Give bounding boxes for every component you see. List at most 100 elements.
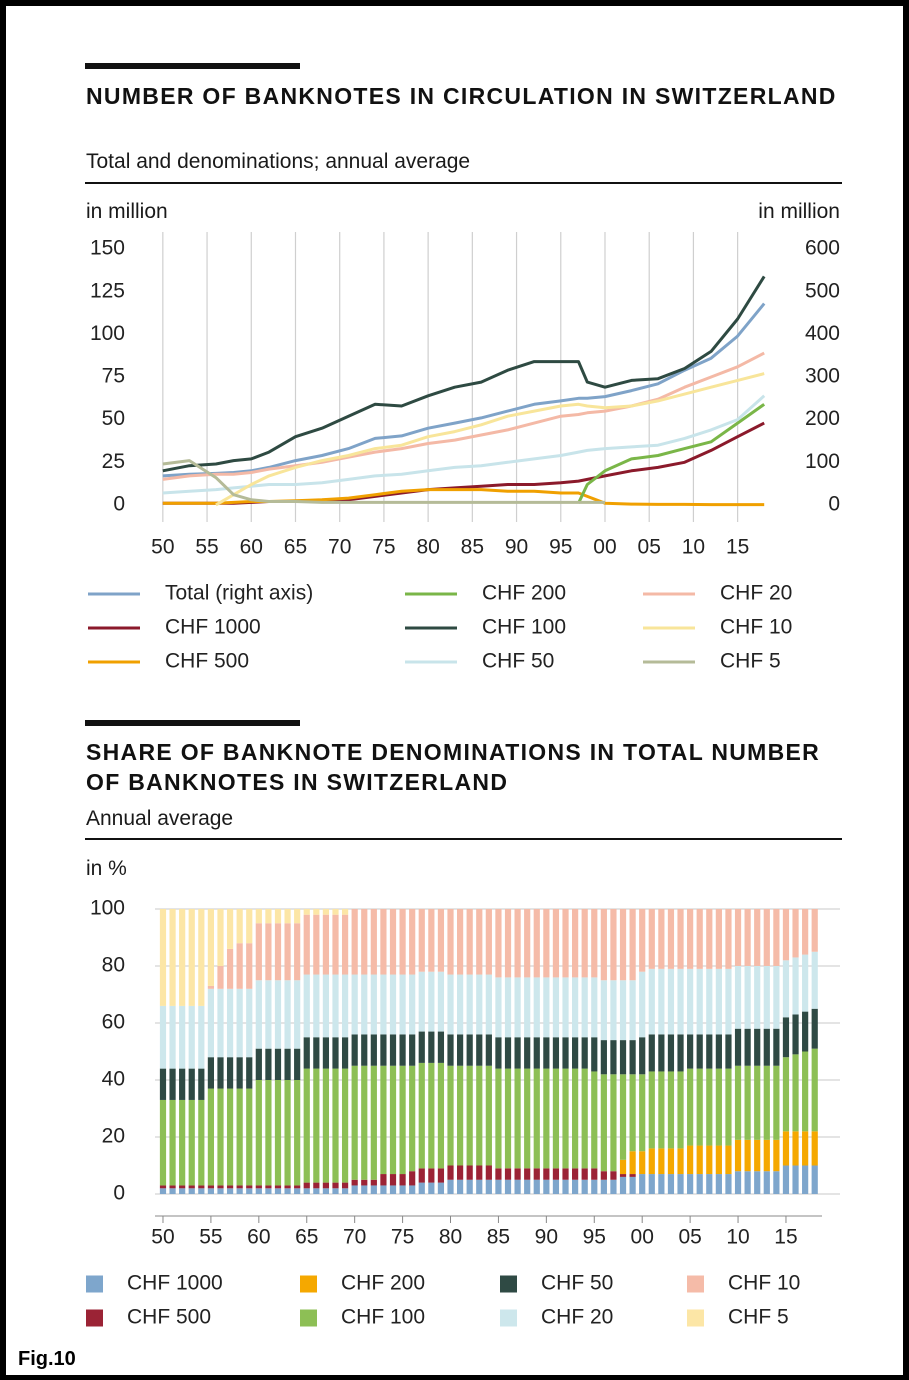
bar-segment: [409, 909, 416, 975]
bar-segment: [648, 968, 655, 1035]
bar-segment: [466, 1065, 473, 1166]
bar-segment: [792, 1014, 799, 1055]
bar-segment: [370, 1179, 377, 1186]
bar-segment: [763, 1028, 770, 1066]
bar-segment: [341, 1182, 349, 1189]
legend-label: CHF 100: [482, 616, 566, 639]
x-tick-label: 55: [199, 1226, 222, 1249]
bar-segment: [811, 909, 818, 952]
x-tick-label: 95: [583, 1226, 606, 1249]
bar-segment: [648, 1174, 655, 1194]
x-tick-label: 65: [295, 1226, 318, 1249]
bar-segment: [303, 1068, 310, 1183]
bar-segment: [792, 1165, 799, 1194]
bar-segment: [524, 909, 531, 978]
bar-segment: [361, 1034, 368, 1066]
bar-segment: [802, 954, 809, 1012]
legend-swatch: [300, 1309, 317, 1327]
bar-segment: [677, 1148, 684, 1175]
bar-segment: [456, 974, 464, 1035]
bar-segment: [811, 1131, 818, 1166]
bar-segment: [236, 909, 243, 944]
bar-segment: [389, 909, 397, 975]
bar-segment: [591, 1179, 598, 1194]
bar-segment: [428, 971, 435, 1032]
bar-segment: [524, 1168, 531, 1180]
bar-segment: [255, 1048, 262, 1080]
x-tick-label: 95: [549, 536, 572, 559]
bar-segment: [715, 1174, 722, 1194]
bar-segment: [294, 1080, 301, 1186]
x-tick-label: 85: [461, 536, 484, 559]
bar-segment: [504, 1168, 512, 1180]
y-tick-label: 75: [102, 365, 125, 388]
bar-segment: [179, 1005, 186, 1069]
bar-segment: [495, 1168, 502, 1180]
bar-segment: [639, 1151, 646, 1175]
legend-label: CHF 500: [165, 650, 249, 673]
bar-segment: [169, 1005, 176, 1069]
x-tick-label: 10: [726, 1226, 749, 1249]
bar-segment: [495, 1037, 502, 1069]
bar-segment: [725, 1174, 732, 1194]
bar-segment: [207, 1088, 215, 1186]
bar-segment: [466, 974, 473, 1035]
bar-segment: [284, 1080, 291, 1186]
bar-segment: [552, 1168, 560, 1180]
legend-label: CHF 5: [728, 1306, 789, 1329]
bar-segment: [572, 977, 579, 1038]
bar-segment: [389, 1174, 397, 1186]
bar-segment: [629, 1176, 636, 1194]
bar-segment: [514, 1179, 521, 1194]
bar-segment: [543, 1168, 550, 1180]
bar-segment: [159, 1068, 167, 1100]
bar-segment: [706, 1068, 713, 1146]
bar-segment: [341, 1037, 349, 1069]
bar-segment: [198, 1188, 205, 1194]
bar-segment: [389, 1034, 397, 1066]
bar-segment: [619, 1040, 627, 1075]
x-tick-label: 00: [631, 1226, 654, 1249]
bar-segment: [313, 1182, 320, 1189]
bar-segment: [619, 1176, 627, 1194]
bar-segment: [198, 1068, 205, 1100]
bar-segment: [658, 1174, 665, 1194]
y-tick-label: 25: [102, 450, 125, 473]
bar-segment: [370, 909, 377, 975]
bar-segment: [543, 1037, 550, 1069]
x-tick-label: 55: [195, 536, 218, 559]
bar-segment: [313, 974, 320, 1038]
bar-segment: [514, 977, 521, 1038]
bar-segment: [179, 1185, 186, 1189]
bar-segment: [332, 1037, 339, 1069]
bar-segment: [485, 1179, 492, 1194]
bar-segment: [639, 909, 646, 972]
bar-segment: [706, 1145, 713, 1175]
bar-segment: [552, 1179, 560, 1194]
bar-segment: [332, 914, 339, 975]
bar-segment: [782, 960, 790, 1018]
bar-segment: [581, 1037, 588, 1069]
bar-segment: [476, 1034, 483, 1066]
bar-segment: [524, 977, 531, 1038]
bar-segment: [533, 1179, 540, 1194]
bar-segment: [533, 909, 540, 978]
bar-segment: [744, 1028, 751, 1066]
bar-segment: [428, 1182, 435, 1194]
bar-segment: [773, 1171, 780, 1194]
line: [162, 302, 766, 478]
bar-segment: [437, 1182, 445, 1194]
bar-segment: [811, 1165, 818, 1194]
bar-segment: [648, 1034, 655, 1072]
bar-segment: [399, 1174, 406, 1186]
bar-segment: [437, 1062, 445, 1169]
bar-segment: [169, 909, 176, 1006]
bar-segment: [409, 974, 416, 1035]
bar-segment: [380, 1174, 387, 1186]
bar-segment: [639, 1037, 646, 1075]
bar-segment: [226, 948, 234, 989]
x-tick-label: 75: [391, 1226, 414, 1249]
bar-segment: [572, 1179, 579, 1194]
bar-segment: [322, 1188, 330, 1194]
